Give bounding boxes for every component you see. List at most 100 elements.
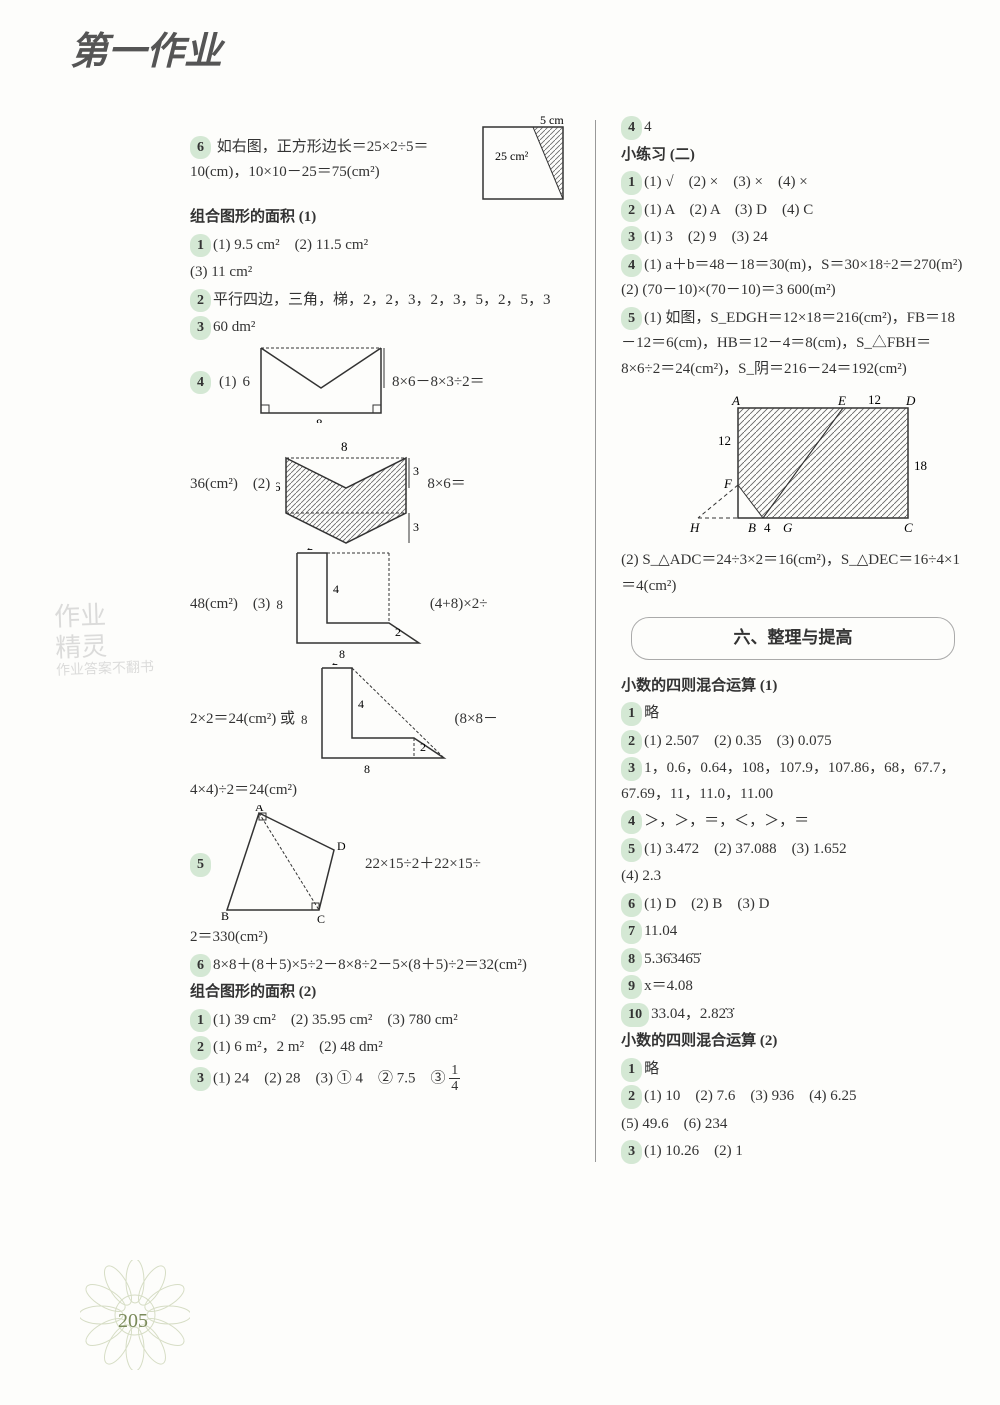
s1-num-2: 2 bbox=[621, 730, 642, 754]
r-q3-text: (1) 3 (2) 9 (3) 24 bbox=[644, 229, 768, 245]
r-q4-text: 4 bbox=[644, 119, 652, 135]
s2q1-text: 略 bbox=[644, 1061, 659, 1077]
r-num-5: 5 bbox=[621, 307, 642, 331]
q4c-expr: (4+8)×2÷ bbox=[430, 592, 488, 618]
fig-4-1: 3 8 bbox=[256, 343, 386, 423]
svg-text:25 cm²: 25 cm² bbox=[495, 149, 529, 163]
p2q2-text: (1) 6 m²，2 m² (2) 48 dm² bbox=[213, 1039, 383, 1055]
svg-text:8: 8 bbox=[316, 416, 323, 423]
q4c-pre: 48(cm²) (3) bbox=[190, 592, 270, 618]
s2q3-text: (1) 10.26 (2) 1 bbox=[644, 1143, 743, 1159]
column-divider bbox=[595, 120, 596, 1162]
svg-text:8: 8 bbox=[341, 439, 348, 454]
svg-text:2: 2 bbox=[307, 548, 313, 553]
p2q1-text: (1) 39 cm² (2) 35.95 cm² (3) 780 cm² bbox=[213, 1012, 458, 1028]
q6-row: 6 如右图，正方形边长＝25×2÷5＝10(cm)，10×10－25＝75(cm… bbox=[190, 115, 570, 205]
r-q5-text: (1) 如图，S_EDGH＝12×18＝216(cm²)，FB＝18－12＝6(… bbox=[621, 310, 955, 377]
svg-text:2: 2 bbox=[332, 663, 338, 668]
svg-text:F: F bbox=[723, 476, 733, 491]
heading-2: 组合图形的面积 (2) bbox=[190, 980, 570, 1006]
s1q10-text: 33.04，2.82̇3̇ bbox=[651, 1006, 734, 1022]
fig-5: A D B C bbox=[219, 805, 359, 925]
q4-pre: (1) bbox=[219, 370, 237, 396]
svg-text:H: H bbox=[689, 520, 700, 535]
s1-num-6: 6 bbox=[621, 893, 642, 917]
heading-1: 组合图形的面积 (1) bbox=[190, 205, 570, 231]
square-figure: 5 cm 25 cm² bbox=[475, 115, 570, 205]
r-heading-2: 小数的四则混合运算 (1) bbox=[621, 674, 965, 700]
lbl-6: 6 bbox=[243, 370, 251, 396]
svg-text:A: A bbox=[731, 393, 740, 408]
fig-4-3: 2 4 2 8 bbox=[289, 548, 424, 663]
s2q2-text: (1) 10 (2) 7.6 (3) 936 (4) 6.25 bbox=[644, 1088, 856, 1104]
svg-text:3: 3 bbox=[413, 520, 419, 534]
s1q1-text: 略 bbox=[644, 705, 659, 721]
q5-expr: 22×15÷2＋22×15÷ bbox=[365, 852, 481, 878]
p2-num-1: 1 bbox=[190, 1009, 211, 1033]
svg-text:4: 4 bbox=[764, 520, 771, 535]
svg-text:4: 4 bbox=[358, 697, 364, 711]
q5-row: 5 A D B C 22×15÷2＋22×15÷ bbox=[190, 805, 570, 925]
svg-text:12: 12 bbox=[718, 433, 731, 448]
s1q5b: (4) 2.3 bbox=[621, 864, 965, 890]
q1b: (3) 11 cm² bbox=[190, 260, 570, 286]
p2-num-3: 3 bbox=[190, 1067, 211, 1091]
svg-text:D: D bbox=[337, 839, 346, 853]
q4-2-row: 36(cm²) (2) 6 8 3 3 8×6＝ bbox=[190, 423, 570, 548]
fig-right: A E D F H B G C 12 12 18 4 bbox=[648, 390, 938, 540]
page-number-badge: 205 bbox=[80, 1260, 190, 1370]
q4d-pre: 2×2＝24(cm²) 或 bbox=[190, 707, 295, 733]
q4-4-row: 2×2＝24(cm²) 或 8 2 4 2 8 (8×8－ bbox=[190, 663, 570, 778]
s1q2-text: (1) 2.507 (2) 0.35 (3) 0.075 bbox=[644, 733, 831, 749]
watermark: 作业 精灵 作业答案不翻书 bbox=[54, 598, 155, 681]
p2-num-2: 2 bbox=[190, 1036, 211, 1060]
right-column: 44 小练习 (二) 1(1) √ (2) × (3) × (4) × 2(1)… bbox=[621, 115, 965, 1167]
svg-text:G: G bbox=[783, 520, 793, 535]
svg-text:18: 18 bbox=[914, 458, 927, 473]
svg-text:8: 8 bbox=[364, 762, 370, 776]
page-number: 205 bbox=[118, 1304, 148, 1338]
s1q7-text: 11.04 bbox=[644, 923, 677, 939]
frac-n: 1 bbox=[449, 1063, 460, 1079]
s2q2b: (5) 49.6 (6) 234 bbox=[621, 1112, 965, 1138]
q6b-text: 8×8＋(8＋5)×5÷2－8×8÷2－5×(8＋5)÷2＝32(cm²) bbox=[213, 957, 527, 973]
q4e: 4×4)÷2＝24(cm²) bbox=[190, 778, 570, 804]
left-column: 6 如右图，正方形边长＝25×2÷5＝10(cm)，10×10－25＝75(cm… bbox=[190, 115, 570, 1167]
frac-d: 4 bbox=[449, 1079, 460, 1094]
num-6b: 6 bbox=[190, 954, 211, 978]
q1-text: (1) 9.5 cm² (2) 11.5 cm² bbox=[213, 237, 368, 253]
s1-num-7: 7 bbox=[621, 920, 642, 944]
svg-text:E: E bbox=[837, 393, 846, 408]
q3-text: 60 dm² bbox=[213, 319, 255, 335]
s1-num-1: 1 bbox=[621, 702, 642, 726]
fig-4-2: 6 8 3 3 bbox=[276, 423, 421, 548]
q4-3-row: 48(cm²) (3) 8 2 4 2 8 (4+8)×2÷ bbox=[190, 548, 570, 663]
main-content: 6 如右图，正方形边长＝25×2÷5＝10(cm)，10×10－25＝75(cm… bbox=[190, 115, 965, 1167]
r-q1-text: (1) √ (2) × (3) × (4) × bbox=[644, 174, 808, 190]
r-num-4: 4 bbox=[621, 116, 642, 140]
svg-text:5 cm: 5 cm bbox=[540, 115, 564, 127]
num-3: 3 bbox=[190, 316, 211, 340]
p2q3-text: (1) 24 (2) 28 (3) ① 4 ② 7.5 ③ bbox=[213, 1070, 449, 1086]
num-5: 5 bbox=[190, 853, 211, 877]
r-num-1: 1 bbox=[621, 171, 642, 195]
watermark-l3: 作业答案不翻书 bbox=[56, 661, 155, 681]
watermark-l1: 作业 bbox=[54, 598, 153, 633]
q4-1-row: 4 (1) 6 3 8 8×6－8×3÷2＝ bbox=[190, 343, 570, 423]
r-heading-3: 小数的四则混合运算 (2) bbox=[621, 1029, 965, 1055]
r-q5b: (2) S_△ADC＝24÷3×2＝16(cm²)，S_△DEC＝16÷4×1＝… bbox=[621, 548, 965, 599]
svg-text:6: 6 bbox=[276, 479, 281, 494]
svg-text:3: 3 bbox=[413, 464, 419, 478]
r-q4b-text: (1) a＋b＝48－18＝30(m)，S＝30×18÷2＝270(m²) (2… bbox=[621, 257, 977, 299]
svg-text:2: 2 bbox=[395, 625, 401, 639]
s1q9-text: x＝4.08 bbox=[644, 978, 693, 994]
num-1: 1 bbox=[190, 234, 211, 258]
svg-text:B: B bbox=[748, 520, 756, 535]
s1q3-text: 1，0.6，0.64，108，107.9，107.86，68，67.7，67.6… bbox=[621, 760, 955, 802]
num-2: 2 bbox=[190, 289, 211, 313]
page-header: 第一作业 bbox=[70, 20, 222, 85]
q4b-expr: 8×6＝ bbox=[427, 472, 465, 498]
q4-expr: 8×6－8×3÷2＝ bbox=[392, 370, 485, 396]
s2-num-1: 1 bbox=[621, 1058, 642, 1082]
s1-num-3: 3 bbox=[621, 757, 642, 781]
